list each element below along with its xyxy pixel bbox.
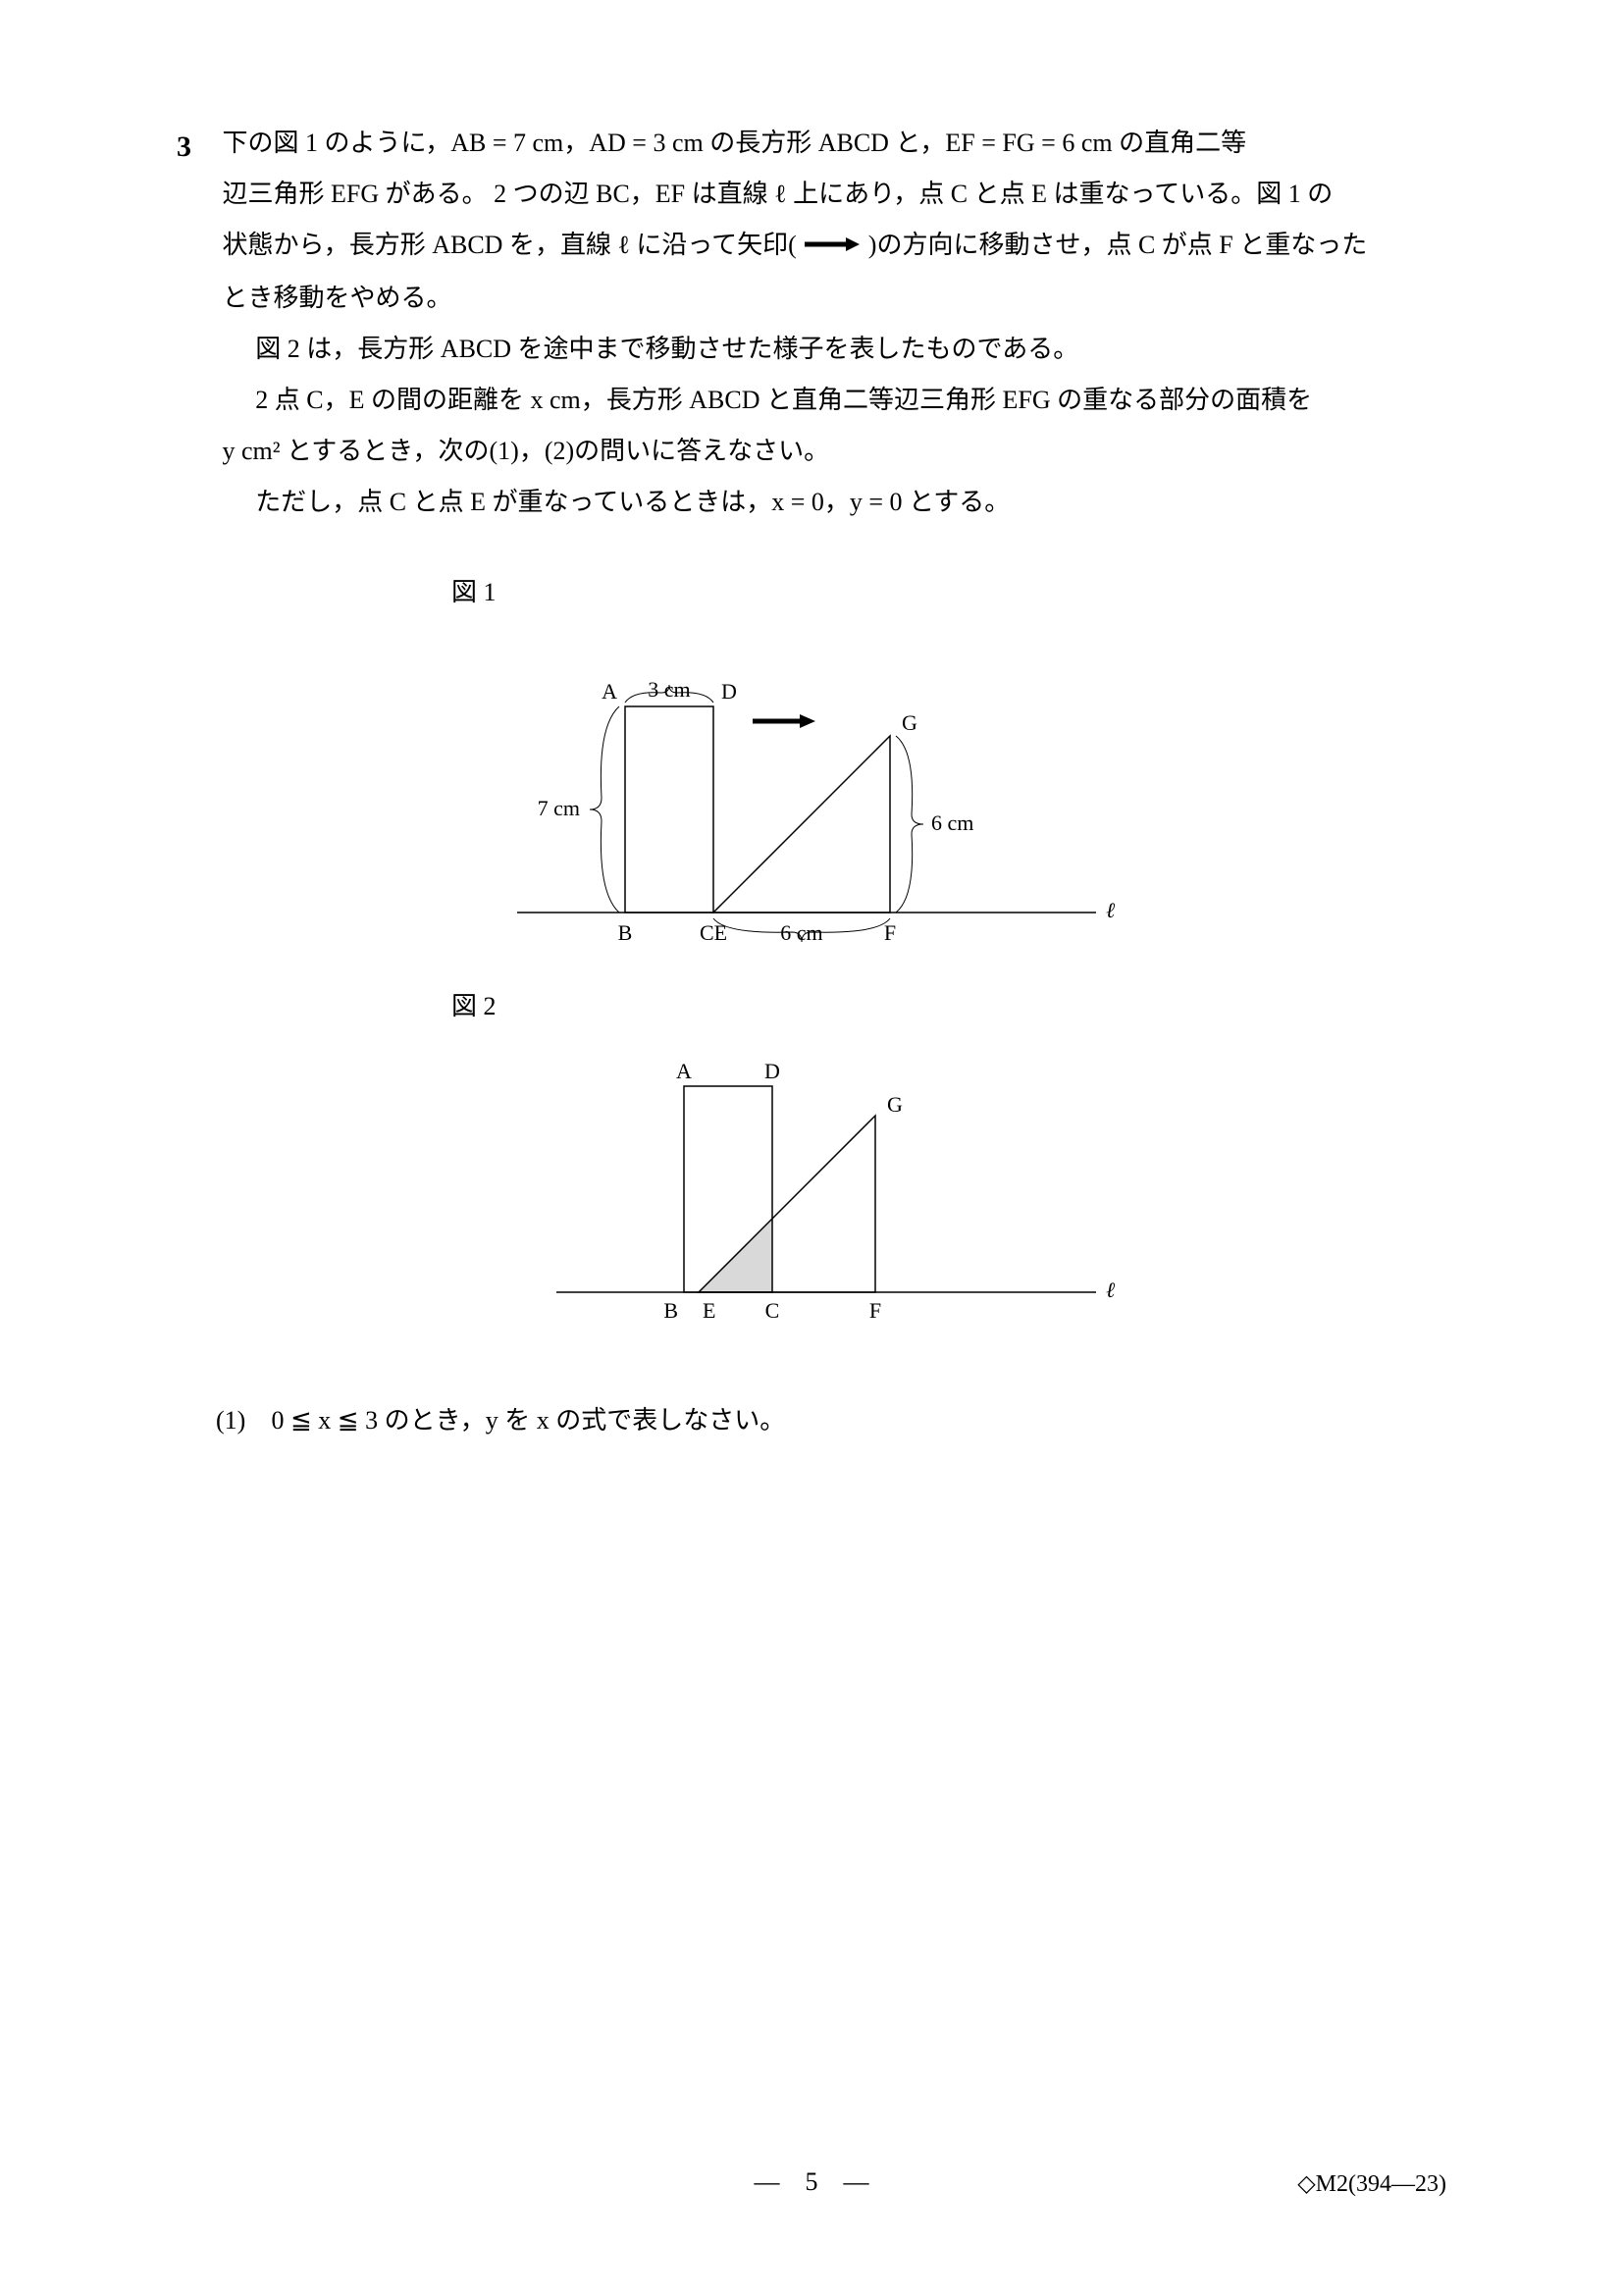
- subquestion-1: (1) 0 ≦ x ≦ 3 のとき，y を x の式で表しなさい。: [216, 1395, 1446, 1446]
- svg-text:G: G: [902, 710, 917, 735]
- figure-1-svg: ℓ A D B CE F G 7 cm 3 cm 6 cm 6 cm: [468, 628, 1155, 962]
- svg-text:ℓ: ℓ: [1106, 898, 1116, 922]
- svg-text:E: E: [703, 1298, 715, 1323]
- figure-1-label: 図 1: [451, 567, 1446, 618]
- problem-line-1: 下の図 1 のように，AB = 7 cm，AD = 3 cm の長方形 ABCD…: [223, 129, 1247, 157]
- problem-para-def1: 2 点 C，E の間の距離を x cm，長方形 ABCD と直角二等辺三角形 E…: [223, 375, 1443, 426]
- svg-text:B: B: [618, 920, 633, 945]
- subq-text: 0 ≦ x ≦ 3 のとき，y を x の式で表しなさい。: [272, 1406, 786, 1435]
- svg-text:G: G: [887, 1092, 903, 1117]
- page-code: ◇M2(394—23): [1297, 2161, 1446, 2208]
- figure-2: ℓ A D BE C F G: [177, 1042, 1446, 1336]
- problem-para-note: ただし，点 C と点 E が重なっているときは，x = 0，y = 0 とする。: [223, 477, 1443, 528]
- subq-number: (1): [216, 1395, 265, 1446]
- svg-text:D: D: [721, 679, 737, 704]
- def1-text: 2 点 C，E の間の距離を x cm，長方形 ABCD と直角二等辺三角形 E…: [255, 386, 1312, 414]
- problem-para-def2: y cm² とするとき，次の(1)，(2)の問いに答えなさい。: [223, 426, 1443, 477]
- svg-text:C: C: [765, 1298, 780, 1323]
- svg-text:D: D: [764, 1059, 780, 1083]
- svg-text:6 cm: 6 cm: [780, 920, 822, 945]
- problem-line-4: とき移動をやめる。: [223, 284, 452, 312]
- figure-2-svg: ℓ A D BE C F G: [468, 1042, 1155, 1336]
- figure-1: ℓ A D B CE F G 7 cm 3 cm 6 cm 6 cm: [177, 628, 1446, 962]
- svg-text:A: A: [602, 679, 617, 704]
- svg-text:3 cm: 3 cm: [648, 677, 690, 702]
- svg-text:CE: CE: [700, 920, 727, 945]
- svg-text:6 cm: 6 cm: [931, 810, 973, 835]
- svg-text:7 cm: 7 cm: [538, 796, 580, 820]
- figure-2-label: 図 2: [451, 981, 1446, 1032]
- problem-line-3a: 状態から，長方形 ABCD を，直線 ℓ に沿って矢印(: [223, 231, 797, 259]
- problem-number: 3: [177, 118, 216, 177]
- problem-line-2: 辺三角形 EFG がある。 2 つの辺 BC，EF は直線 ℓ 上にあり，点 C…: [223, 180, 1334, 208]
- svg-text:ℓ: ℓ: [1106, 1278, 1116, 1302]
- svg-text:A: A: [676, 1059, 692, 1083]
- problem-body: 下の図 1 のように，AB = 7 cm，AD = 3 cm の長方形 ABCD…: [223, 118, 1443, 528]
- svg-text:F: F: [884, 920, 896, 945]
- problem-line-3b: )の方向に移動させ，点 C が点 F と重なった: [868, 231, 1367, 259]
- svg-text:F: F: [869, 1298, 881, 1323]
- problem-para-fig2: 図 2 は，長方形 ABCD を途中まで移動させた様子を表したものである。: [223, 324, 1443, 375]
- arrow-right-icon: [803, 220, 862, 271]
- problem-3: 3 下の図 1 のように，AB = 7 cm，AD = 3 cm の長方形 AB…: [177, 118, 1446, 528]
- svg-text:B: B: [663, 1298, 678, 1323]
